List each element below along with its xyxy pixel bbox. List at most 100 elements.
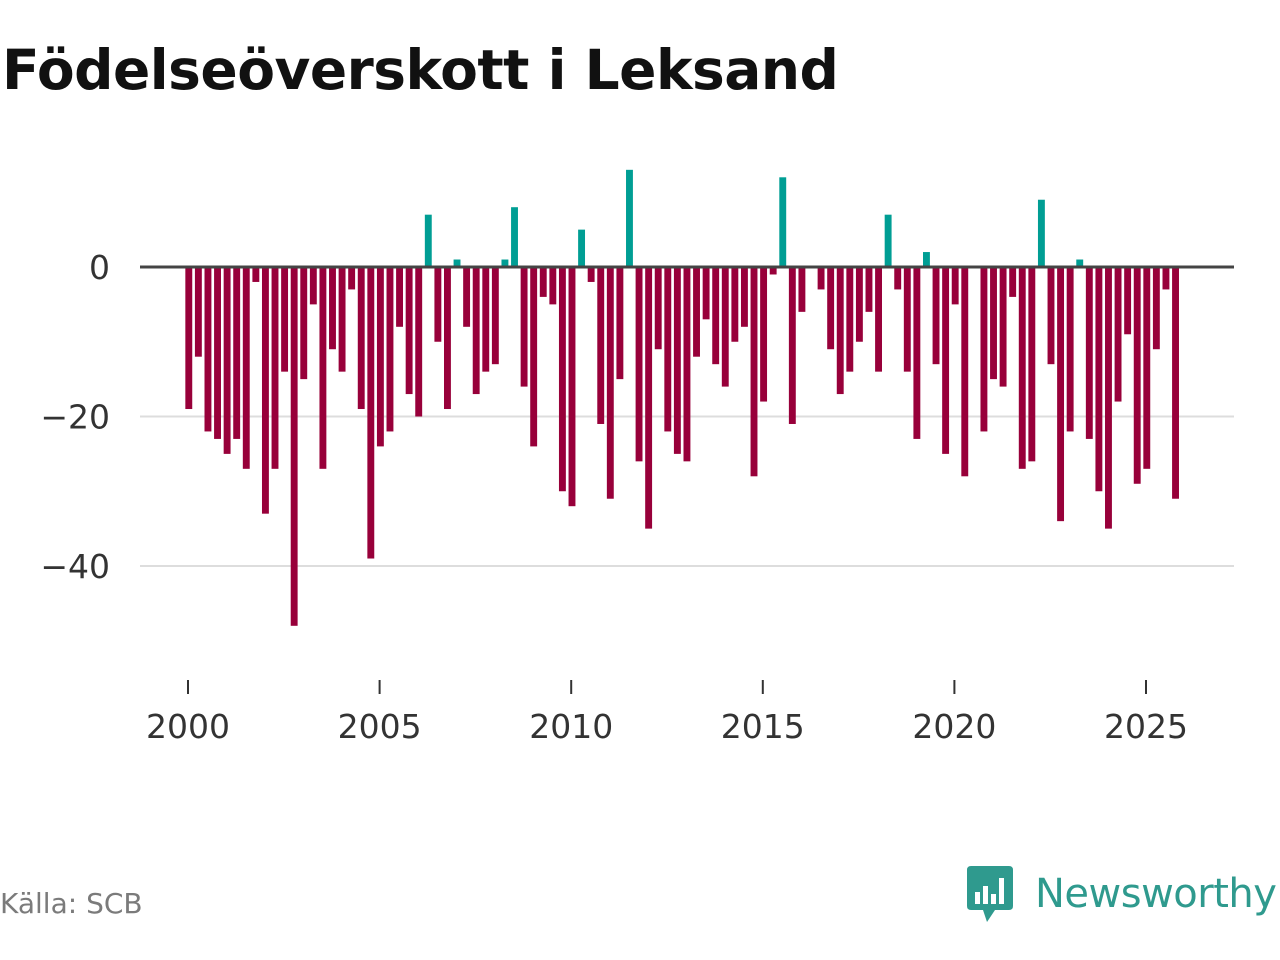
bar — [1085, 267, 1093, 439]
bar — [319, 267, 327, 469]
bar — [597, 267, 605, 424]
bar — [1105, 267, 1112, 529]
bar — [683, 267, 691, 462]
bar — [233, 267, 241, 439]
bar — [386, 267, 394, 432]
bar — [214, 267, 221, 439]
bar — [626, 169, 633, 267]
bar — [1057, 267, 1065, 522]
bar — [587, 267, 595, 282]
bar — [817, 267, 825, 290]
bar — [338, 267, 346, 372]
bar — [194, 267, 202, 357]
brand-logo[interactable]: Newsworthy — [965, 864, 1277, 924]
bar — [1028, 267, 1036, 462]
bar — [693, 267, 700, 357]
bar — [491, 267, 499, 365]
bar — [673, 267, 681, 454]
bar — [185, 267, 193, 410]
bar — [357, 267, 365, 410]
brand-name: Newsworthy — [1035, 871, 1277, 917]
bar — [261, 267, 269, 514]
chart-title: Födelseöverskott i Leksand — [2, 38, 839, 102]
bar — [923, 252, 930, 267]
bar — [463, 267, 471, 327]
bar — [1124, 267, 1132, 335]
bar — [568, 267, 576, 507]
bar — [1133, 267, 1141, 484]
bar — [482, 267, 490, 372]
bar — [558, 267, 566, 492]
bar — [578, 229, 586, 268]
bar — [1037, 199, 1045, 267]
bar — [281, 267, 289, 372]
bar — [721, 267, 729, 387]
bar — [645, 267, 653, 529]
bar — [300, 267, 308, 380]
bar — [990, 267, 997, 380]
bar — [664, 267, 672, 432]
bar — [798, 267, 806, 312]
bar — [903, 267, 911, 372]
y-tick-label: −20 — [40, 398, 110, 437]
bar — [252, 267, 260, 282]
bar — [951, 267, 959, 305]
bar — [453, 259, 461, 267]
bar — [750, 267, 758, 477]
bar — [530, 267, 538, 447]
bar — [942, 267, 950, 454]
source-note: Källa: SCB — [0, 887, 143, 920]
bar — [520, 267, 528, 387]
bar — [376, 267, 384, 447]
bar — [788, 267, 796, 424]
bar — [1143, 267, 1151, 469]
bar — [1009, 267, 1017, 297]
x-tick-label: 2015 — [721, 707, 805, 746]
bar — [290, 267, 298, 626]
bar — [424, 214, 432, 267]
newsworthy-logo-icon — [967, 866, 1013, 922]
bar — [932, 267, 940, 365]
bar — [760, 267, 768, 402]
bar — [1076, 259, 1084, 267]
bar — [223, 267, 231, 454]
bar — [539, 267, 547, 297]
bar — [875, 267, 882, 372]
x-tick-label: 2000 — [146, 707, 230, 746]
bar — [894, 267, 902, 290]
bar — [913, 267, 921, 439]
bar — [865, 267, 873, 312]
bar — [769, 267, 777, 275]
bar — [884, 214, 892, 267]
bar — [1018, 267, 1026, 469]
bar — [472, 267, 480, 395]
bar — [396, 267, 403, 327]
bar — [1152, 267, 1160, 350]
bar — [348, 267, 356, 290]
bar — [779, 177, 787, 267]
bar — [980, 267, 988, 432]
bar — [444, 267, 451, 410]
bar — [731, 267, 739, 342]
bar — [616, 267, 624, 380]
bar — [606, 267, 614, 499]
bar — [702, 267, 710, 320]
bar — [271, 267, 279, 469]
bar — [309, 267, 317, 305]
x-tick-label: 2005 — [338, 707, 422, 746]
bar — [654, 267, 662, 350]
bar — [204, 267, 212, 432]
bar — [635, 267, 643, 462]
bar — [405, 267, 413, 395]
y-tick-label: −40 — [40, 547, 110, 586]
bar — [367, 267, 375, 559]
y-axis: 0 −20 −40 — [40, 248, 110, 586]
bar — [827, 267, 835, 350]
bar — [434, 267, 442, 342]
bar — [999, 267, 1007, 387]
bar — [242, 267, 250, 469]
bars — [185, 169, 1179, 626]
x-axis: 2000 2005 2010 2015 2020 2025 — [146, 680, 1188, 746]
bar — [501, 259, 509, 267]
y-tick-label: 0 — [89, 248, 110, 287]
